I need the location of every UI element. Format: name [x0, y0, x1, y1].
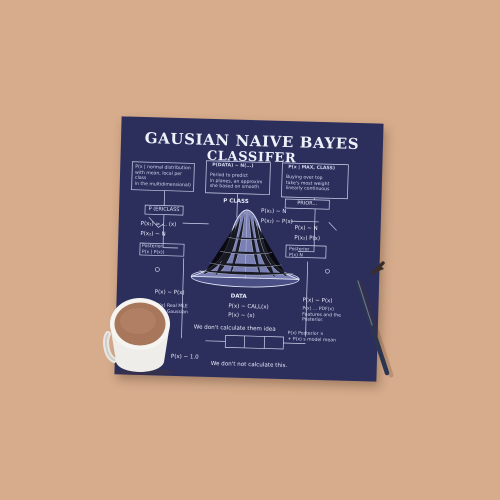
note-lower-right-b: P(x) ... PDF(x) Features and the Posteri…	[301, 306, 342, 324]
pen-icon	[354, 261, 394, 378]
note-mid-center-a: P(x₁) ~ N	[260, 208, 287, 216]
coffee-cup-icon	[103, 298, 174, 375]
note-lower-center-a: P(x) ~ CALL(x)	[228, 303, 269, 311]
note-mid-right-a: P(x) ~ N	[294, 225, 318, 232]
note-mid-center-head: P CLASS	[223, 198, 249, 205]
note-top-left: P(x | normal distribution with mean, loc…	[134, 164, 191, 189]
data-label: DATA	[230, 293, 247, 300]
poster-sheet: GAUSIAN NAIVE BAYES CLASSIFER P(x | norm…	[114, 116, 384, 382]
note-top-center-body: Period to predict in planes, an approxim…	[209, 172, 263, 191]
note-lower-right-a: P(x) ~ P(x)	[302, 297, 333, 305]
note-mid-left-c: Posterior P(x | P(x))	[141, 244, 165, 256]
note-mid-left-a: P(x₁) = ... (x)	[140, 220, 177, 228]
note-bottom-right: P(x) Posterior × + P(x) s model mean	[287, 331, 337, 344]
note-mid-left-b: P(x₂) ~ N	[140, 230, 166, 238]
box-prior-right: PRIOR...	[297, 200, 318, 207]
note-lower-center-b: P(x) ~ (x)	[228, 312, 255, 320]
note-top-right-body: Buying over top take's most weight linea…	[285, 175, 330, 193]
note-mid-right-b: P(x₂) P(x)	[294, 235, 321, 242]
poster-diagram-lines	[131, 160, 349, 350]
note-mid-center-b: P(x₂) ~ P(x)	[260, 218, 293, 226]
box-class-left: P (ERICLASS	[148, 206, 180, 214]
note-mid-right-c: Posterior P(x) N	[288, 247, 310, 259]
